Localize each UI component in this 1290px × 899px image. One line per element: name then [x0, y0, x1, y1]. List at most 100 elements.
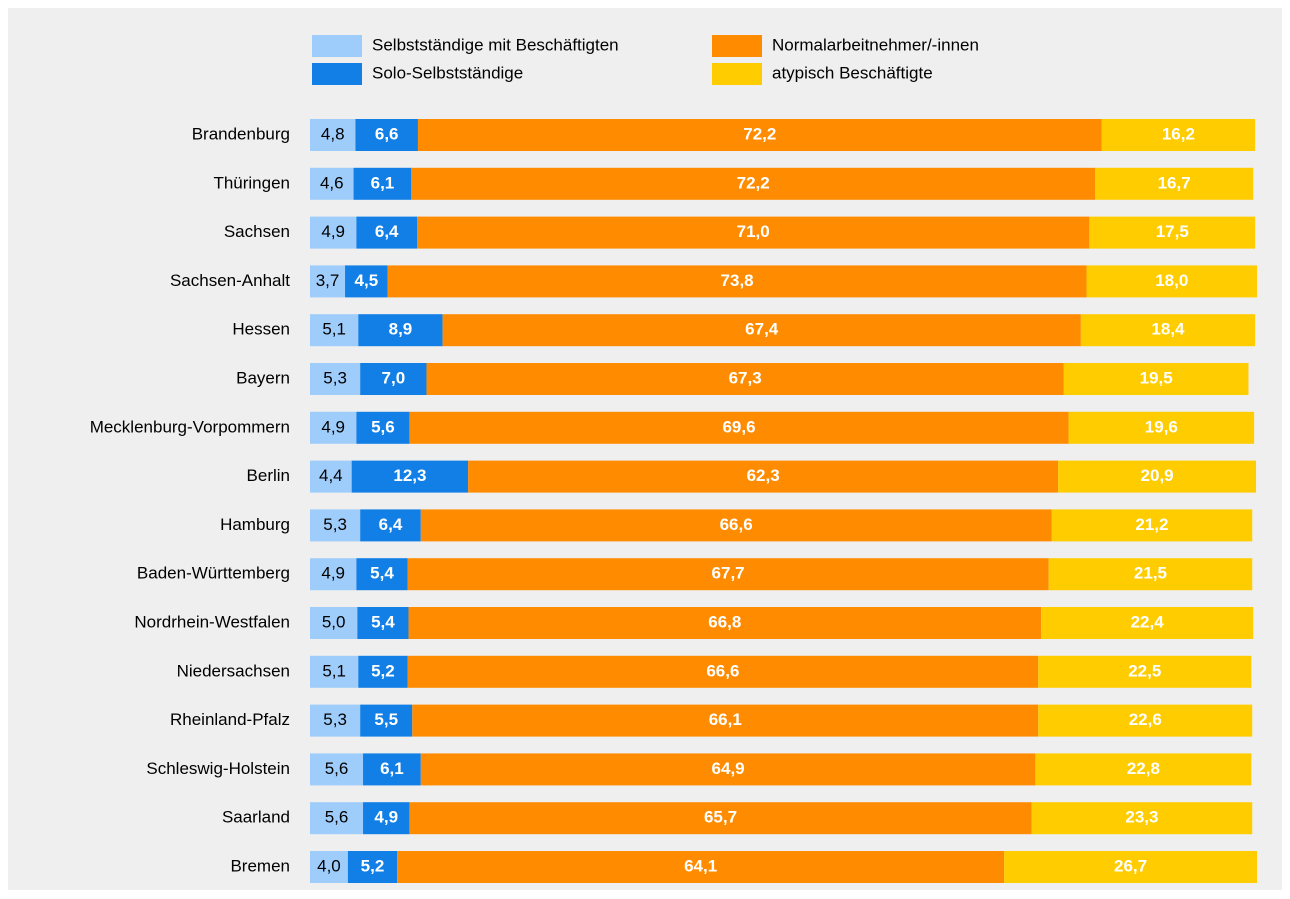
bar-segment [310, 558, 357, 591]
value-label: 5,3 [323, 710, 347, 729]
value-label: 66,6 [720, 515, 753, 534]
value-label: 67,3 [729, 368, 762, 387]
bar-segment [387, 265, 1087, 298]
value-label: 66,8 [708, 612, 741, 631]
value-label: 5,0 [322, 612, 346, 631]
bar-segment [1095, 167, 1254, 200]
bar-segment [356, 216, 418, 249]
category-label: Hamburg [220, 515, 290, 534]
value-label: 6,6 [375, 124, 399, 143]
category-label: Bayern [236, 368, 290, 387]
value-label: 21,5 [1134, 564, 1167, 583]
legend-swatch [312, 63, 362, 85]
bar-segment [409, 802, 1032, 835]
bar-segment [1031, 802, 1253, 835]
value-label: 5,6 [325, 759, 349, 778]
bar-segment [310, 265, 346, 298]
bar-segment [310, 460, 352, 493]
value-label: 5,6 [371, 417, 395, 436]
bar-segment [1048, 558, 1253, 591]
value-label: 17,5 [1156, 222, 1189, 241]
bar-segment [1086, 265, 1257, 298]
bar-segment [355, 119, 418, 151]
value-label: 4,9 [321, 564, 345, 583]
bar-segment [1035, 753, 1252, 786]
bar-segment [347, 851, 398, 883]
value-label: 6,1 [380, 759, 404, 778]
bar-segment [1101, 119, 1256, 151]
bar-segment [363, 753, 421, 786]
bar-segment [417, 119, 1102, 151]
value-label: 71,0 [737, 222, 770, 241]
bar-segment [356, 558, 408, 591]
value-label: 18,0 [1155, 271, 1188, 290]
bar-segment [310, 851, 348, 883]
value-label: 26,7 [1114, 856, 1147, 875]
legend-label: Normalarbeitnehmer/-innen [772, 35, 979, 54]
bar-segment [1063, 363, 1249, 395]
value-label: 4,9 [321, 417, 345, 436]
value-label: 72,2 [737, 173, 770, 192]
bar-segment [310, 655, 359, 688]
category-label: Hessen [232, 320, 290, 339]
category-label: Sachsen [224, 222, 290, 241]
value-label: 69,6 [722, 417, 755, 436]
bar-segment [411, 167, 1096, 200]
bar-segment [310, 704, 361, 737]
category-label: Niedersachsen [177, 661, 290, 680]
value-label: 23,3 [1125, 808, 1158, 827]
value-label: 4,4 [319, 466, 343, 485]
value-label: 5,4 [370, 564, 394, 583]
value-label: 5,6 [325, 808, 349, 827]
bar-segment [357, 607, 409, 639]
bar-segment [310, 411, 357, 444]
bar-segment [310, 363, 361, 395]
bar-segment [407, 655, 1039, 688]
value-label: 8,9 [389, 320, 413, 339]
legend-swatch [312, 35, 362, 57]
value-label: 4,8 [321, 124, 345, 143]
category-label: Berlin [247, 466, 290, 485]
bar-segment [310, 607, 358, 639]
value-label: 6,4 [379, 515, 403, 534]
bar-segment [310, 314, 359, 347]
category-label: Baden-Württemberg [137, 564, 290, 583]
bar-segment [417, 216, 1090, 249]
bar-segment [1089, 216, 1256, 249]
chart-background [8, 8, 1282, 890]
value-label: 4,9 [374, 808, 398, 827]
value-label: 22,4 [1131, 612, 1165, 631]
value-label: 5,3 [323, 368, 347, 387]
bar-segment [468, 460, 1059, 493]
legend-swatch [712, 35, 762, 57]
bar-segment [310, 509, 361, 542]
legend-label: Solo-Selbstständige [372, 63, 523, 82]
bar-segment [310, 753, 364, 786]
bar-segment [409, 411, 1069, 444]
bar-segment [397, 851, 1005, 883]
bar-segment [412, 704, 1039, 737]
value-label: 18,4 [1151, 320, 1185, 339]
value-label: 66,6 [706, 661, 739, 680]
value-label: 22,5 [1128, 661, 1161, 680]
bar-segment [360, 509, 421, 542]
bar-segment [426, 363, 1064, 395]
value-label: 5,2 [371, 661, 395, 680]
bar-segment [351, 460, 469, 493]
value-label: 66,1 [709, 710, 742, 729]
bar-segment [1038, 655, 1252, 688]
category-label: Nordrhein-Westfalen [134, 612, 290, 631]
bar-segment [1038, 704, 1253, 737]
value-label: 6,1 [371, 173, 395, 192]
value-label: 5,4 [371, 612, 395, 631]
bar-segment [358, 655, 408, 688]
bar-segment [1004, 851, 1257, 883]
value-label: 5,2 [361, 856, 385, 875]
bar-segment [310, 802, 364, 835]
value-label: 62,3 [747, 466, 780, 485]
category-label: Rheinland-Pfalz [170, 710, 290, 729]
bar-segment [1041, 607, 1254, 639]
bar-segment [408, 607, 1042, 639]
value-label: 6,4 [375, 222, 399, 241]
bar-segment [420, 509, 1052, 542]
